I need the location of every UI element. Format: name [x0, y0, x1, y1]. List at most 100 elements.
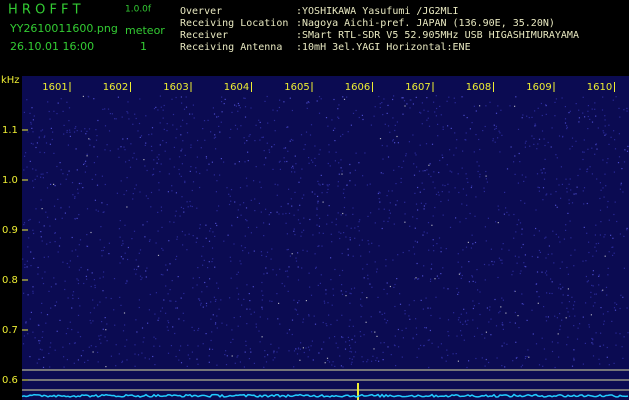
noise-dot — [438, 194, 440, 196]
noise-dot — [386, 145, 388, 147]
noise-dot — [428, 339, 430, 341]
noise-dot — [83, 163, 85, 165]
noise-dot — [328, 151, 330, 153]
noise-dot — [97, 210, 99, 212]
noise-dot — [192, 104, 194, 106]
noise-dot — [161, 226, 163, 228]
noise-dot — [408, 304, 410, 306]
noise-dot — [88, 346, 90, 348]
noise-dot — [64, 212, 66, 214]
noise-dot — [420, 344, 422, 346]
noise-dot — [477, 289, 479, 291]
noise-dot — [373, 115, 375, 117]
noise-dot — [455, 353, 457, 355]
noise-dot — [605, 185, 607, 187]
noise-dot — [479, 173, 481, 175]
noise-dot — [80, 182, 82, 185]
noise-dot — [231, 111, 233, 113]
noise-dot — [279, 323, 281, 325]
noise-dot — [347, 336, 349, 338]
noise-dot — [178, 168, 180, 171]
noise-dot — [57, 198, 59, 200]
noise-dot — [479, 313, 481, 316]
noise-dot — [603, 236, 605, 238]
noise-dot — [484, 226, 486, 228]
noise-dot — [561, 302, 563, 304]
noise-dot — [243, 202, 245, 204]
noise-dot — [357, 225, 359, 228]
noise-dot — [167, 352, 170, 354]
noise-dot — [53, 277, 55, 279]
noise-dot — [419, 191, 421, 193]
noise-dot — [26, 99, 28, 101]
noise-dot — [228, 193, 230, 195]
noise-dot — [341, 173, 343, 175]
noise-dot — [60, 98, 62, 100]
noise-dot — [66, 131, 68, 133]
noise-dot — [110, 297, 112, 300]
noise-dot — [622, 296, 624, 298]
noise-dot — [200, 147, 202, 149]
noise-dot — [86, 165, 88, 167]
noise-dot — [85, 160, 87, 162]
noise-dot — [541, 114, 543, 117]
noise-dot — [75, 148, 77, 150]
noise-dot — [99, 239, 101, 241]
noise-dot — [340, 214, 342, 216]
noise-dot — [27, 333, 29, 335]
noise-dot — [191, 351, 193, 353]
noise-dot — [538, 296, 540, 298]
noise-dot — [45, 322, 47, 324]
noise-dot — [37, 273, 39, 275]
noise-dot — [259, 341, 261, 343]
noise-dot — [417, 186, 419, 189]
noise-dot — [162, 117, 164, 119]
noise-dot — [393, 223, 395, 225]
noise-dot — [341, 284, 343, 286]
noise-dot — [126, 339, 128, 341]
noise-dot — [175, 258, 177, 260]
noise-dot — [473, 151, 475, 153]
noise-dot — [535, 343, 538, 345]
noise-dot — [395, 365, 397, 367]
noise-dot — [41, 302, 43, 304]
noise-dot — [419, 144, 421, 146]
noise-dot — [191, 189, 193, 192]
noise-dot — [53, 205, 56, 207]
noise-dot — [286, 249, 288, 251]
noise-dot — [352, 255, 354, 257]
noise-dot — [475, 134, 477, 136]
noise-dot — [244, 235, 246, 237]
noise-dot — [248, 135, 250, 137]
noise-dot — [105, 366, 107, 368]
noise-dot — [218, 125, 220, 127]
noise-dot — [471, 275, 473, 277]
noise-dot — [220, 158, 222, 160]
noise-dot — [291, 171, 293, 173]
noise-dot — [137, 266, 139, 268]
noise-dot — [551, 127, 553, 129]
noise-dot — [485, 178, 487, 180]
noise-dot — [291, 333, 293, 336]
noise-dot — [111, 113, 113, 115]
noise-dot — [462, 150, 464, 152]
noise-dot — [461, 274, 463, 277]
noise-dot — [354, 335, 356, 337]
noise-dot — [272, 359, 274, 361]
noise-dot — [378, 191, 380, 193]
noise-dot — [541, 172, 543, 174]
noise-dot — [434, 111, 436, 113]
noise-dot — [255, 166, 257, 168]
noise-dot — [360, 255, 362, 257]
noise-dot — [43, 136, 45, 138]
noise-dot — [287, 150, 289, 152]
noise-dot — [562, 135, 564, 137]
noise-dot — [212, 231, 214, 233]
noise-dot — [159, 122, 161, 124]
noise-dot — [71, 329, 73, 331]
noise-dot — [447, 319, 450, 321]
noise-dot — [559, 328, 561, 331]
noise-dot — [439, 317, 441, 319]
noise-dot — [384, 312, 386, 314]
noise-dot — [371, 360, 373, 362]
